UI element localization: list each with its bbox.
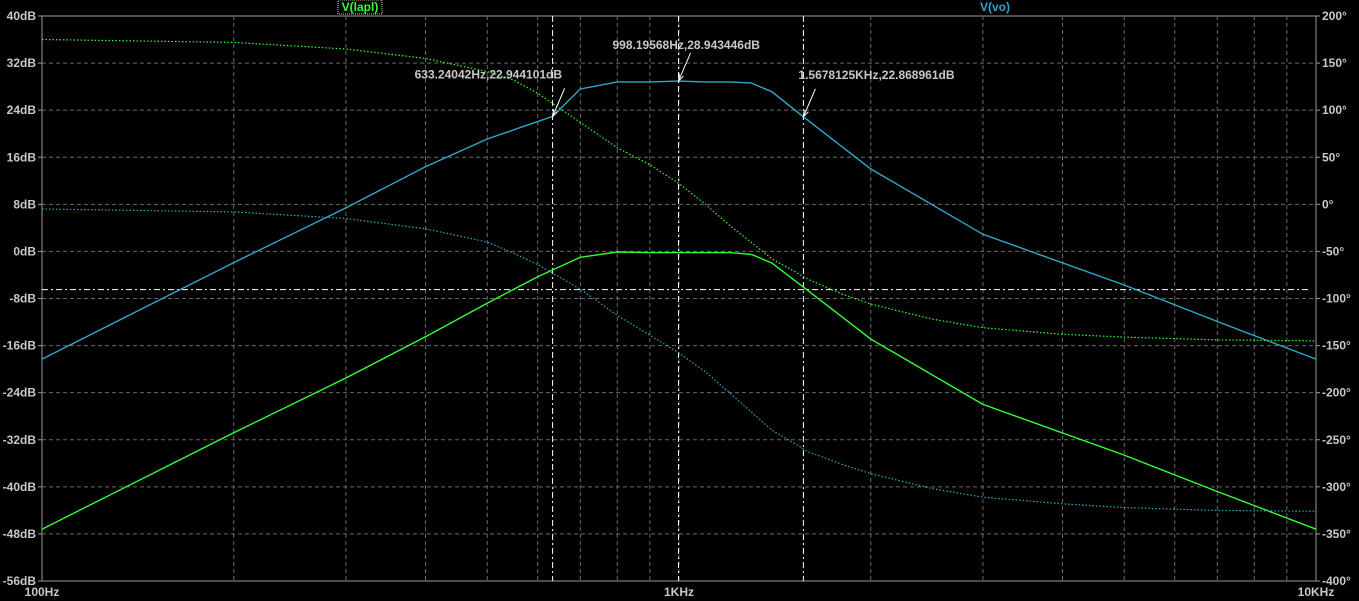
y-right-tick-label: -200°	[1322, 386, 1351, 400]
y-right-tick-label: 50°	[1322, 150, 1340, 164]
y-right-tick-label: -300°	[1322, 480, 1351, 494]
cursor-arrow	[678, 52, 691, 82]
cursor-label: 633.24042Hz,22.944101dB	[415, 67, 563, 81]
y-left-tick-label: -16dB	[3, 339, 37, 353]
legend-vvo: V(vo)	[980, 0, 1010, 14]
axis-tick-labels: 40dB 32dB 24dB 16dB 8dB 0dB -8dB -16dB -24dB -32d…	[3, 9, 1351, 599]
cursor-arrow	[802, 88, 816, 118]
cursor-arrow-head	[551, 109, 558, 118]
cursor-arrow-head	[802, 109, 809, 119]
legend-selected-frame	[337, 0, 383, 15]
y-left-tick-label: -56dB	[3, 574, 37, 588]
y-right-tick-label: 0°	[1322, 197, 1334, 211]
cursor-annotations: 633.24042Hz,22.944101dB 998.19568Hz,28.94…	[415, 38, 955, 119]
y-left-tick-label: -32dB	[3, 433, 37, 447]
cursor-arrow	[552, 88, 566, 117]
y-right-tick-label: -100°	[1322, 292, 1351, 306]
x-tick-label: 1KHz	[664, 585, 694, 599]
x-tick-label: 100Hz	[25, 585, 60, 599]
y-left-tick-label: 16dB	[7, 150, 37, 164]
cursor-label: 998.19568Hz,28.943446dB	[613, 38, 761, 52]
y-right-tick-label: 200°	[1322, 9, 1347, 23]
y-right-tick-label: -400°	[1322, 574, 1351, 588]
reference-lines	[42, 16, 1310, 581]
series-vlapl-magnitude	[41, 251, 1317, 530]
y-left-tick-label: 32dB	[7, 56, 37, 70]
y-left-tick-label: 40dB	[7, 9, 37, 23]
series-vvo-phase	[41, 208, 1317, 512]
legend: V(lapl) V(vo)	[337, 0, 1010, 15]
y-right-tick-label: -250°	[1322, 433, 1351, 447]
cursor-label: 1.5678125KHz,22.868961dB	[798, 68, 954, 82]
y-left-tick-label: -8dB	[9, 292, 36, 306]
y-left-tick-label: 8dB	[13, 197, 36, 211]
y-left-tick-label: -48dB	[3, 527, 37, 541]
y-left-tick-label: -40dB	[3, 480, 37, 494]
y-left-tick-label: -24dB	[3, 386, 37, 400]
y-right-tick-label: 100°	[1322, 103, 1347, 117]
y-right-tick-label: -50°	[1322, 244, 1344, 258]
y-right-tick-label: -150°	[1322, 339, 1351, 353]
y-left-tick-label: 24dB	[7, 103, 37, 117]
cursor-arrow-head	[677, 74, 684, 83]
series-vlapl-phase	[41, 38, 1317, 342]
y-right-tick-label: 150°	[1322, 56, 1347, 70]
legend-vlapl: V(lapl)	[342, 0, 379, 14]
x-tick-label: 10KHz	[1298, 585, 1335, 599]
y-left-tick-label: 0dB	[13, 244, 36, 258]
y-right-tick-label: -350°	[1322, 527, 1351, 541]
grid-lines	[41, 15, 1317, 582]
